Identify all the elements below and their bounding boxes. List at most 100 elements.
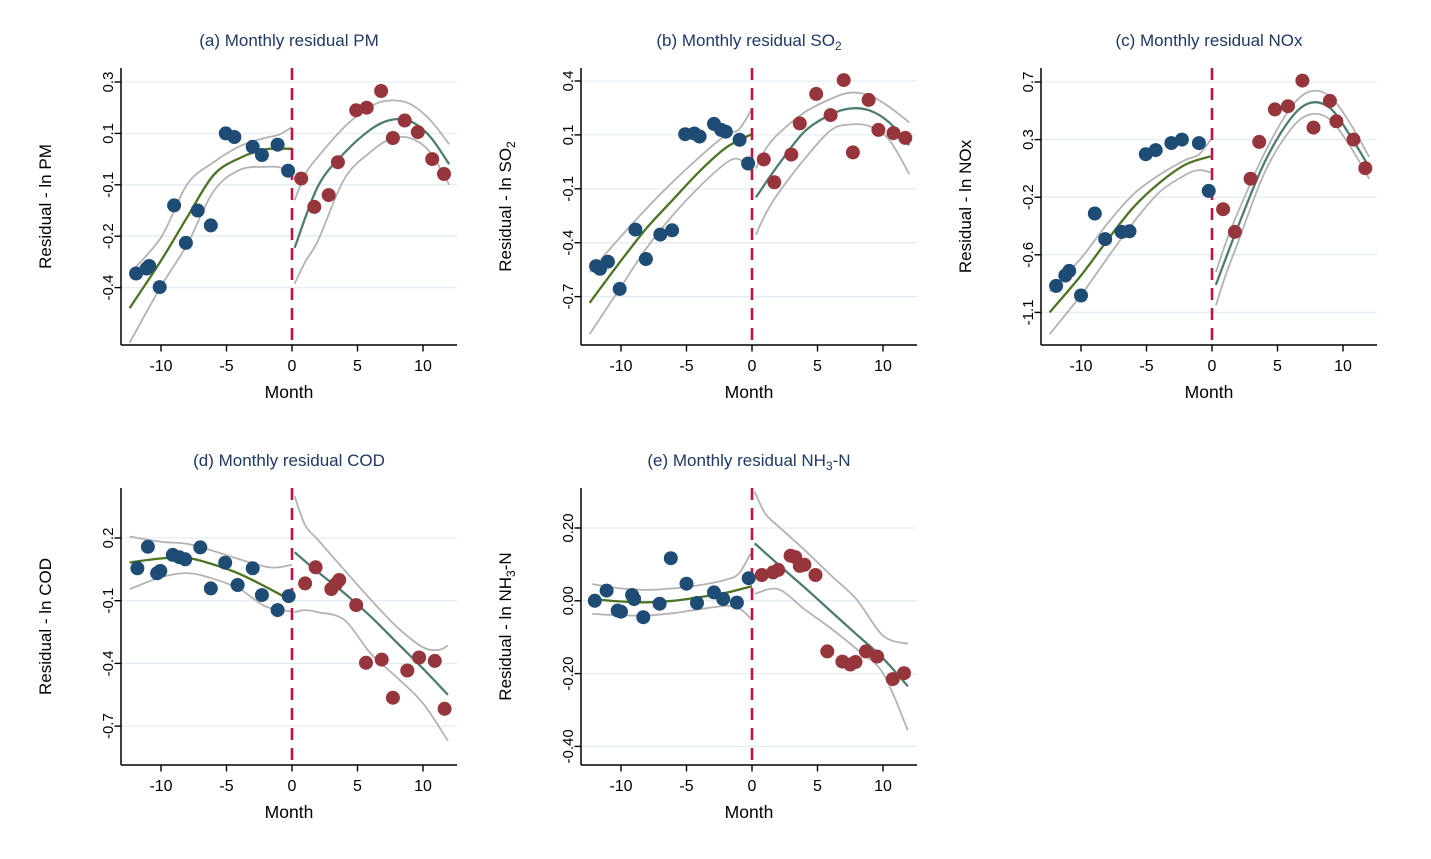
ci-lower-post-line (755, 123, 910, 235)
points-post-period (754, 548, 911, 687)
data-point-pre (193, 540, 208, 555)
ci-lower-post-line (1215, 112, 1370, 306)
data-point-pre (690, 596, 704, 610)
data-point-post (1295, 73, 1310, 88)
fit-line-post (293, 117, 451, 249)
data-point-pre (203, 581, 218, 596)
data-point-pre (652, 596, 667, 611)
data-point-post (754, 568, 769, 582)
data-point-pre (628, 222, 643, 237)
y-tick-label: 0.20 (560, 513, 577, 542)
x-tick-label: -10 (609, 778, 632, 795)
x-tick-label: 5 (813, 358, 822, 375)
data-point-post (374, 84, 389, 98)
fit-line-pre (588, 132, 753, 304)
ci-upper-pre-line (128, 126, 293, 275)
data-point-post (437, 167, 451, 181)
chart-a: 0.3 0.1 -0.1 -0.2 -0.4 -10 -5 0 5 10 Month Residual… (36, 31, 457, 402)
gridlines (121, 81, 457, 289)
points-post-period (298, 560, 452, 716)
ci-upper-post-line (753, 491, 909, 645)
y-tick-label: -0.20 (560, 656, 577, 690)
confidence-bands (588, 91, 910, 335)
fit-line-post (1214, 101, 1371, 286)
data-point-pre (1148, 143, 1163, 158)
points-pre-period (1049, 132, 1216, 303)
data-point-pre (230, 578, 245, 592)
y-tick-label: -0.1 (100, 172, 117, 198)
data-point-post (1267, 102, 1282, 117)
x-tick-label: -10 (149, 778, 172, 795)
data-point-post (870, 649, 885, 664)
points-post-period (756, 73, 913, 190)
chart-d: 0.2 -0.1 -0.4 -0.7 -10 -5 0 5 10 Month Residual - … (36, 451, 457, 822)
y-tick-label: 0.2 (100, 528, 117, 549)
fit-line-pre (129, 556, 293, 602)
x-tick-label: 10 (1334, 358, 1352, 375)
data-point-pre (254, 148, 269, 162)
data-point-pre (245, 139, 260, 154)
x-tick-label: -5 (679, 778, 693, 795)
data-point-post (1216, 202, 1231, 217)
y-tick-label: 0.3 (100, 72, 117, 93)
x-tick-label: 0 (288, 778, 297, 795)
y-tick-label: -0.2 (100, 223, 117, 249)
data-point-pre (614, 604, 628, 619)
data-point-post (298, 576, 313, 591)
data-point-pre (178, 552, 193, 567)
points-pre-period (129, 126, 296, 295)
data-point-post (1358, 161, 1373, 176)
points-post-period (294, 84, 451, 214)
x-tick-label: 10 (414, 358, 432, 375)
data-point-pre (665, 223, 680, 238)
chart-e: 0.20 0.00 -0.20 -0.40 -10 -5 0 5 10 Month Residual… (496, 451, 917, 822)
data-point-pre (1122, 224, 1137, 239)
data-point-pre (716, 592, 731, 606)
ci-upper-pre-line (1048, 139, 1212, 293)
data-point-pre (152, 280, 167, 295)
data-point-pre (245, 561, 260, 576)
data-point-post (756, 152, 771, 167)
x-tick-label: 5 (353, 778, 362, 795)
data-point-pre (1174, 132, 1189, 147)
x-tick-label: 5 (353, 358, 362, 375)
data-point-post (797, 557, 812, 572)
data-point-pre (627, 592, 642, 606)
panel-title: (b) Monthly residual SO2 (656, 31, 842, 53)
panel-monthly-residual-nox: 0.7 0.3 -0.2 -0.6 -1.1 -10 -5 0 5 10 Month Residual… (925, 8, 1385, 428)
data-point-post (820, 644, 835, 659)
ci-upper-post-line (755, 91, 910, 170)
data-point-post (385, 690, 400, 705)
y-tick-label: -0.7 (100, 713, 117, 739)
data-point-post (330, 155, 345, 170)
y-axis-title: Residual - ln NH3-N (496, 552, 518, 700)
ci-lower-post-line (293, 135, 450, 285)
data-point-post (307, 199, 322, 214)
data-point-post (427, 653, 442, 668)
y-axis-title: Residual - ln SO2 (496, 141, 518, 272)
data-point-pre (636, 610, 651, 625)
data-point-post (1252, 134, 1267, 149)
data-point-pre (1098, 232, 1113, 247)
data-point-pre (638, 252, 653, 266)
y-tick-label: -0.6 (1020, 242, 1037, 268)
data-point-pre (679, 576, 694, 591)
fit-line-post (754, 107, 911, 199)
x-tick-label: 0 (1208, 358, 1217, 375)
ci-upper-pre-line (129, 535, 293, 569)
panel-monthly-residual-cod: 0.2 -0.1 -0.4 -0.7 -10 -5 0 5 10 Month Residual - … (5, 428, 465, 848)
data-point-post (861, 92, 876, 107)
data-point-post (808, 568, 823, 582)
data-point-pre (1062, 263, 1077, 278)
panel-monthly-residual-so2: 0.4 0.1 -0.1 -0.4 -0.7 -10 -5 0 5 10 Month Residual… (465, 8, 925, 428)
data-point-post (1306, 120, 1321, 135)
ci-upper-post-line (293, 495, 449, 652)
data-point-post (1281, 99, 1295, 114)
data-point-post (1322, 93, 1337, 108)
data-point-pre (1074, 288, 1088, 303)
data-point-post (374, 652, 389, 667)
ci-upper-pre-line (588, 108, 753, 273)
data-point-pre (587, 593, 602, 608)
data-point-pre (218, 555, 233, 570)
y-tick-label: -0.7 (560, 284, 577, 310)
